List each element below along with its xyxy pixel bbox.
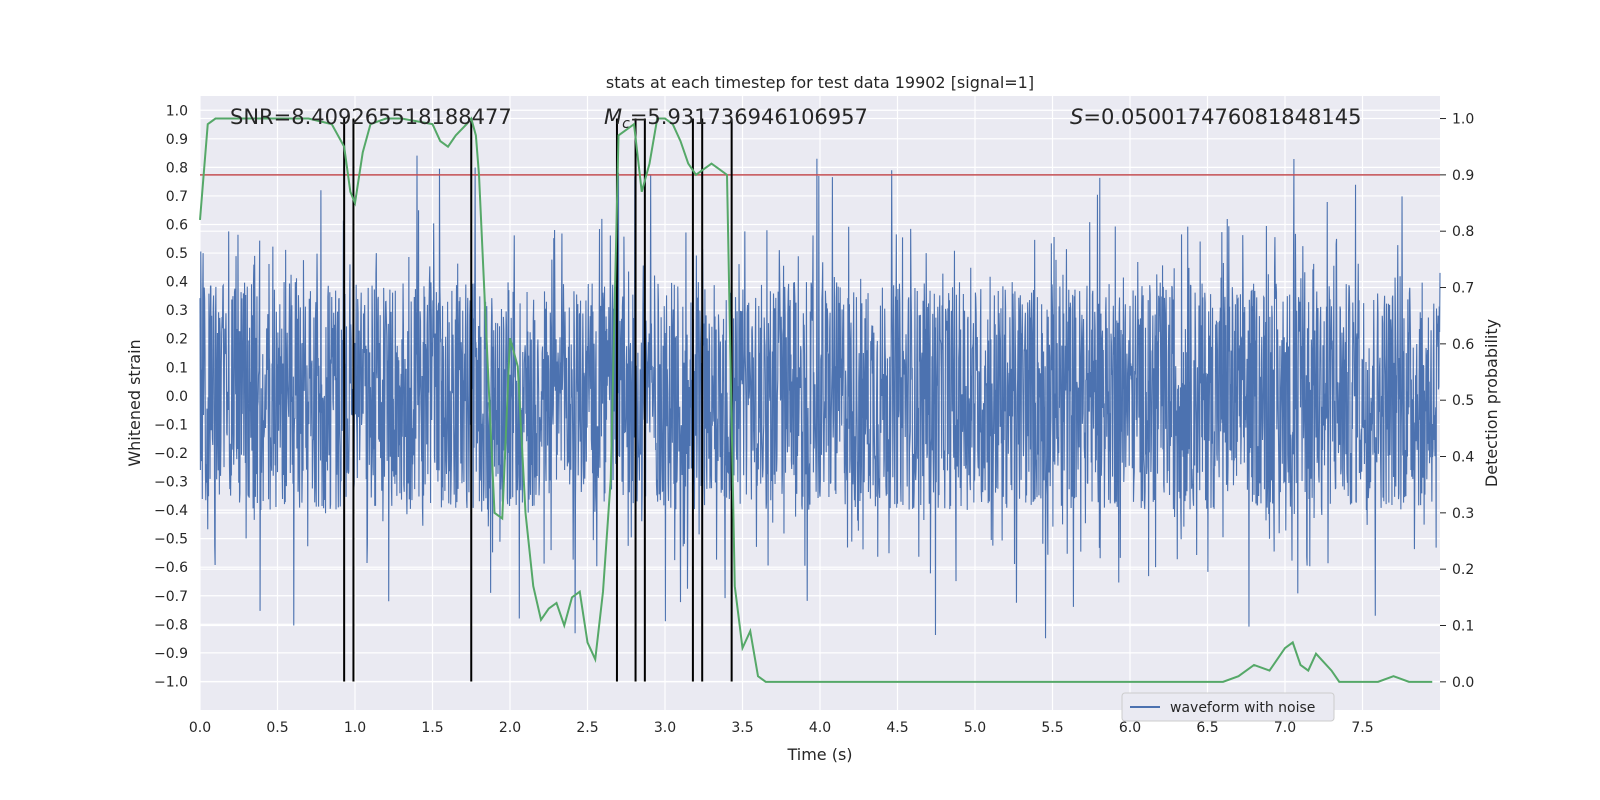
x-tick-label: 6.0 <box>1119 720 1141 736</box>
probability-series <box>199 116 1433 683</box>
y-tick-label: 0.6 <box>166 218 188 234</box>
waveform-series <box>199 155 1441 639</box>
y-tick-label: 0.1 <box>166 360 188 376</box>
vertical-markers <box>343 118 733 682</box>
x-tick-label: 6.5 <box>1196 720 1218 736</box>
waveform-line <box>199 155 1441 639</box>
y-right-tick-label: 0.2 <box>1452 562 1474 578</box>
probability-line <box>199 116 1433 683</box>
x-tick-label: 1.5 <box>421 720 443 736</box>
x-tick-label: 4.0 <box>809 720 831 736</box>
y-tick-label: 1.0 <box>166 103 188 119</box>
chirp-mass-subscript: c <box>622 116 630 132</box>
y-right-tick-label: 1.0 <box>1452 112 1474 128</box>
y-tick-label: 0.8 <box>166 160 188 176</box>
y-right-tick-label: 0.3 <box>1452 506 1474 522</box>
x-tick-label: 0.5 <box>266 720 288 736</box>
x-ticks: 0.0 0.5 1.0 1.5 2.0 2.5 3.0 3.5 4.0 4.5 5.0 5.5 6.0 6… <box>189 720 1374 736</box>
x-tick-label: 3.5 <box>731 720 753 736</box>
x-tick-label: 7.0 <box>1274 720 1296 736</box>
x-tick-label: 1.0 <box>344 720 366 736</box>
x-tick-label: 4.5 <box>886 720 908 736</box>
legend: waveform with noise <box>1121 692 1335 722</box>
y-right-tick-label: 0.1 <box>1452 619 1474 635</box>
s-value: =0.050017476081848145 <box>1083 105 1361 129</box>
y-right-tick-label: 0.9 <box>1452 168 1474 184</box>
chirp-mass-symbol: M <box>604 105 622 129</box>
x-tick-label: 7.5 <box>1351 720 1373 736</box>
y-tick-label: −0.8 <box>154 617 188 633</box>
x-tick-label: 3.0 <box>654 720 676 736</box>
y-tick-label: 0.9 <box>166 132 188 148</box>
y-tick-label: 0.5 <box>166 246 188 262</box>
y-tick-label: −0.5 <box>154 532 188 548</box>
y-tick-label: −0.4 <box>154 503 188 519</box>
x-tick-label: 5.0 <box>964 720 986 736</box>
y-tick-label: −1.0 <box>154 674 188 690</box>
y-axis-label-right: Detection probability <box>1482 319 1501 487</box>
y-tick-label: −0.7 <box>154 589 188 605</box>
x-tick-label: 2.5 <box>576 720 598 736</box>
chirp-mass-annotation: Mc=5.931736946106957 <box>604 105 868 132</box>
y-tick-label: 0.7 <box>166 189 188 205</box>
y-tick-label: 0.3 <box>166 303 188 319</box>
y-tick-label: −0.2 <box>154 446 188 462</box>
y-tick-label: −0.3 <box>154 475 188 491</box>
y-right-tick-label: 0.0 <box>1452 675 1474 691</box>
x-axis-label: Time (s) <box>786 745 852 764</box>
y-tick-label: −0.6 <box>154 560 188 576</box>
chart-title: stats at each timestep for test data 199… <box>606 73 1034 92</box>
chirp-mass-value: =5.931736946106957 <box>630 105 868 129</box>
x-tick-label: 5.5 <box>1041 720 1063 736</box>
y-tick-label: 0.4 <box>166 275 188 291</box>
y-tick-label: 0.0 <box>166 389 188 405</box>
y-ticks-right: 0.0 0.1 0.2 0.3 0.4 0.5 0.6 0.7 0.8 0.9 1.0 <box>1440 112 1474 691</box>
x-tick-label: 0.0 <box>189 720 211 736</box>
legend-label: waveform with noise <box>1170 700 1315 716</box>
y-tick-label: −0.1 <box>154 417 188 433</box>
y-right-tick-label: 0.6 <box>1452 337 1474 353</box>
x-tick-label: 2.0 <box>499 720 521 736</box>
legend-box <box>1121 692 1335 722</box>
y-right-tick-label: 0.4 <box>1452 450 1474 466</box>
y-tick-label: −0.9 <box>154 646 188 662</box>
y-right-tick-label: 0.8 <box>1452 224 1474 240</box>
s-symbol: S <box>1070 105 1083 129</box>
snr-annotation: SNR=8.409265518188477 <box>230 105 512 129</box>
y-right-tick-label: 0.5 <box>1452 393 1474 409</box>
y-ticks-left: −1.0 −0.9 −0.8 −0.7 −0.6 −0.5 −0.4 −0.3 −0.2 −0.1… <box>154 103 188 690</box>
s-annotation: S=0.050017476081848145 <box>1070 105 1361 129</box>
y-tick-label: 0.2 <box>166 332 188 348</box>
y-right-tick-label: 0.7 <box>1452 281 1474 297</box>
y-axis-label: Whitened strain <box>125 339 144 466</box>
